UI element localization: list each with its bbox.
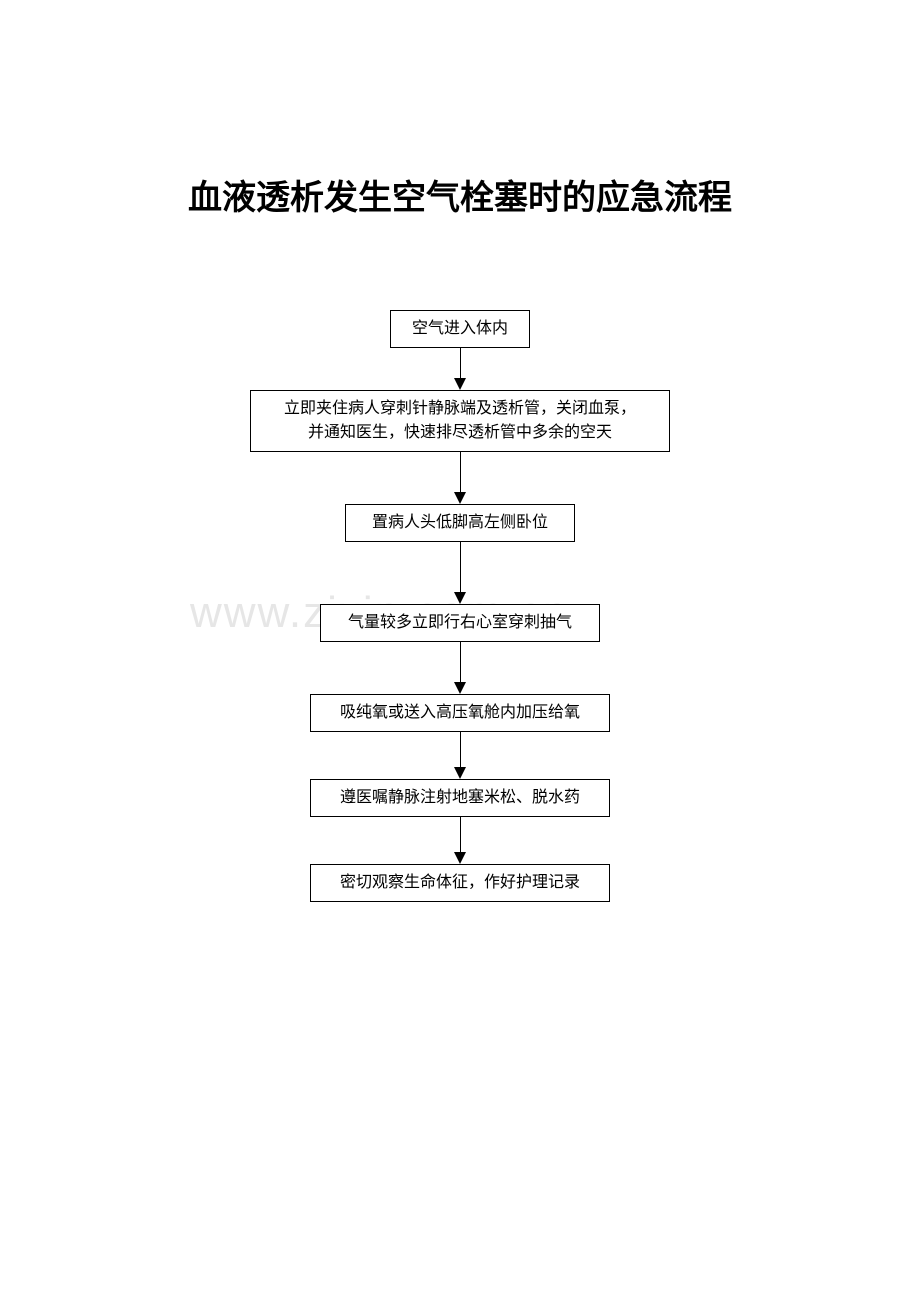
flow-arrow <box>454 732 466 779</box>
flow-node-n2: 立即夹住病人穿刺针静脉端及透析管，关闭血泵，并通知医生，快速排尽透析管中多余的空… <box>250 390 670 452</box>
flow-node-n5: 吸纯氧或送入高压氧舱内加压给氧 <box>310 694 610 732</box>
flow-arrow <box>454 542 466 604</box>
flow-node-n4: 气量较多立即行右心室穿刺抽气 <box>320 604 600 642</box>
flow-node-n1: 空气进入体内 <box>390 310 530 348</box>
flow-node-n7: 密切观察生命体征，作好护理记录 <box>310 864 610 902</box>
page-title: 血液透析发生空气栓塞时的应急流程 <box>0 170 920 219</box>
flow-arrow <box>454 642 466 694</box>
flow-node-n6: 遵医嘱静脉注射地塞米松、脱水药 <box>310 779 610 817</box>
flow-node-n3: 置病人头低脚高左侧卧位 <box>345 504 575 542</box>
flow-arrow <box>454 817 466 864</box>
flow-arrow <box>454 348 466 390</box>
flowchart-container: 空气进入体内立即夹住病人穿刺针静脉端及透析管，关闭血泵，并通知医生，快速排尽透析… <box>250 310 670 902</box>
flow-arrow <box>454 452 466 504</box>
